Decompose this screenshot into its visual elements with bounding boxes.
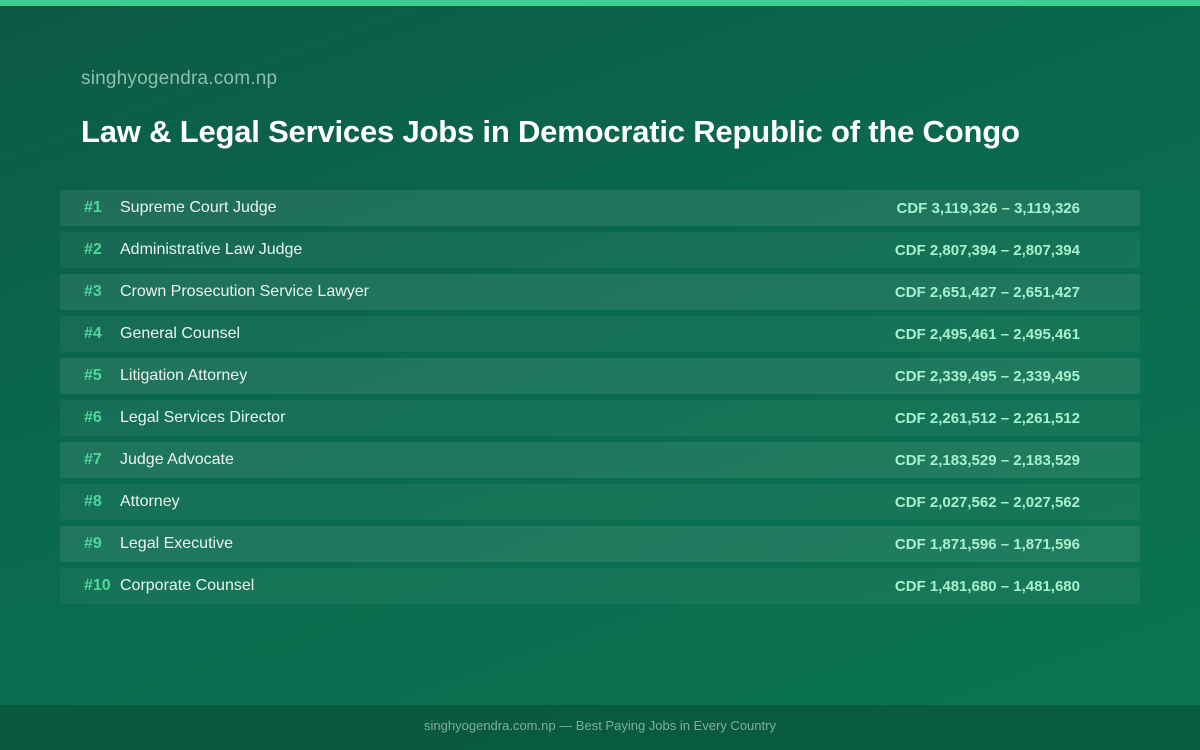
rank-label: #5 [84, 367, 102, 384]
salary-range: CDF 2,261,512 – 2,261,512 [894, 410, 1080, 427]
page-title: Law & Legal Services Jobs in Democratic … [81, 114, 1020, 149]
salary-range: CDF 2,807,394 – 2,807,394 [894, 242, 1080, 259]
salary-range: CDF 2,027,562 – 2,027,562 [894, 494, 1080, 511]
rank-label: #2 [84, 241, 102, 258]
rank-label: #3 [84, 283, 102, 300]
salary-range: CDF 2,183,529 – 2,183,529 [894, 452, 1080, 469]
job-title: Corporate Counsel [120, 577, 255, 594]
job-title: Crown Prosecution Service Lawyer [120, 283, 369, 300]
list-item: #2 Administrative Law Judge CDF 2,807,39… [60, 232, 1140, 268]
rank-label: #10 [84, 577, 111, 594]
footer: singhyogendra.com.np — Best Paying Jobs … [0, 705, 1200, 750]
job-list: #1 Supreme Court Judge CDF 3,119,326 – 3… [60, 190, 1140, 610]
list-item: #5 Litigation Attorney CDF 2,339,495 – 2… [60, 358, 1140, 394]
list-item: #9 Legal Executive CDF 1,871,596 – 1,871… [60, 526, 1140, 562]
list-item: #8 Attorney CDF 2,027,562 – 2,027,562 [60, 484, 1140, 520]
list-item: #7 Judge Advocate CDF 2,183,529 – 2,183,… [60, 442, 1140, 478]
list-item: #10 Corporate Counsel CDF 1,481,680 – 1,… [60, 568, 1140, 604]
salary-range: CDF 2,651,427 – 2,651,427 [894, 284, 1080, 301]
job-title: Supreme Court Judge [120, 199, 277, 216]
salary-range: CDF 2,495,461 – 2,495,461 [894, 326, 1080, 343]
site-name: singhyogendra.com.np [81, 68, 278, 89]
job-title: Litigation Attorney [120, 367, 248, 384]
salary-range: CDF 1,871,596 – 1,871,596 [894, 536, 1080, 553]
salary-range: CDF 2,339,495 – 2,339,495 [894, 368, 1080, 385]
list-item: #1 Supreme Court Judge CDF 3,119,326 – 3… [60, 190, 1140, 226]
list-item: #4 General Counsel CDF 2,495,461 – 2,495… [60, 316, 1140, 352]
rank-label: #8 [84, 493, 102, 510]
list-item: #6 Legal Services Director CDF 2,261,512… [60, 400, 1140, 436]
rank-label: #7 [84, 451, 102, 468]
job-title: Judge Advocate [120, 451, 234, 468]
list-item: #3 Crown Prosecution Service Lawyer CDF … [60, 274, 1140, 310]
rank-label: #4 [84, 325, 102, 342]
job-title: Administrative Law Judge [120, 241, 303, 258]
rank-label: #1 [84, 199, 102, 216]
job-title: Legal Services Director [120, 409, 286, 426]
top-accent-bar [0, 0, 1200, 6]
salary-range: CDF 3,119,326 – 3,119,326 [896, 200, 1080, 217]
footer-text: singhyogendra.com.np — Best Paying Jobs … [424, 718, 776, 733]
salary-range: CDF 1,481,680 – 1,481,680 [894, 578, 1080, 595]
job-title: Legal Executive [120, 535, 233, 552]
job-title: General Counsel [120, 325, 241, 342]
rank-label: #6 [84, 409, 102, 426]
job-title: Attorney [120, 493, 180, 510]
rank-label: #9 [84, 535, 102, 552]
